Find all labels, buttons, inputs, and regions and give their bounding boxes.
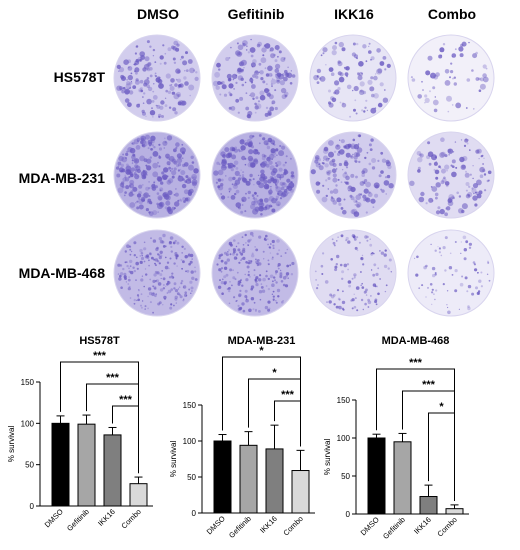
significance-bracket-mda-mb-231 <box>274 400 301 447</box>
y-tick-label-mda-mb-231: 150 <box>183 401 197 410</box>
bar-mda-mb-231-dmso <box>213 440 232 514</box>
significance-bracket-mda-mb-468 <box>376 368 455 501</box>
y-tick-label-hs578t: 0 <box>30 502 35 511</box>
y-tick-label-mda-mb-231: 100 <box>183 437 197 446</box>
colony-well-mda-mb-231-gefitinib <box>211 131 299 219</box>
x-tick-label-hs578t: Combo <box>119 507 142 530</box>
column-header-ikk16: IKK16 <box>334 6 374 22</box>
y-tick-label-mda-mb-231: 0 <box>192 509 197 518</box>
y-tick-label-mda-mb-468: 150 <box>337 396 351 405</box>
colony-well-mda-mb-468-ikk16 <box>309 229 397 317</box>
significance-bracket-hs578t <box>60 361 139 474</box>
y-tick-label-mda-mb-468: 100 <box>337 434 351 443</box>
significance-label-hs578t: *** <box>93 350 107 362</box>
significance-bracket-mda-mb-231 <box>222 356 301 447</box>
chart-title-mda-mb-231: MDA-MB-231 <box>228 335 296 347</box>
bar-mda-mb-468-dmso <box>367 437 386 515</box>
colony-well-hs578t-combo <box>407 34 495 122</box>
column-header-gefitinib: Gefitinib <box>227 6 285 22</box>
y-axis-label-mda-mb-231: % survival <box>169 441 178 478</box>
bar-mda-mb-231-combo <box>291 470 310 514</box>
column-header-dmso: DMSO <box>137 6 179 22</box>
significance-bracket-hs578t <box>112 405 139 474</box>
significance-label-mda-mb-468: *** <box>409 357 423 369</box>
row-label-mda-mb-468: MDA-MB-468 <box>18 265 105 281</box>
y-tick-label-mda-mb-231: 50 <box>187 473 196 482</box>
significance-label-mda-mb-231: *** <box>281 389 295 401</box>
y-tick-label-mda-mb-468: 50 <box>341 472 350 481</box>
x-tick-label-hs578t: DMSO <box>43 507 65 529</box>
colony-well-mda-mb-231-ikk16 <box>309 131 397 219</box>
x-tick-label-mda-mb-468: DMSO <box>359 515 381 537</box>
x-tick-label-mda-mb-231: IKK16 <box>258 514 279 535</box>
x-tick-label-mda-mb-231: Combo <box>281 514 304 537</box>
bar-mda-mb-468-gefitinib <box>393 441 412 515</box>
column-header-combo: Combo <box>427 6 477 22</box>
bar-hs578t-combo <box>129 483 148 507</box>
bar-hs578t-ikk16 <box>103 434 122 507</box>
significance-label-hs578t: *** <box>106 372 120 384</box>
bar-hs578t-gefitinib <box>77 423 96 507</box>
y-axis-label-hs578t: % survival <box>7 426 16 463</box>
row-label-mda-mb-231: MDA-MB-231 <box>18 170 105 186</box>
x-tick-label-hs578t: Gefitinib <box>65 507 91 533</box>
significance-label-mda-mb-468: *** <box>422 379 436 391</box>
colony-well-mda-mb-468-dmso <box>113 229 201 317</box>
x-tick-label-mda-mb-231: DMSO <box>205 514 227 536</box>
significance-bracket-mda-mb-468 <box>428 412 455 501</box>
chart-title-mda-mb-468: MDA-MB-468 <box>382 335 450 347</box>
x-tick-label-mda-mb-231: Gefitinib <box>227 514 253 540</box>
x-tick-label-mda-mb-468: IKK16 <box>412 515 433 536</box>
bar-mda-mb-468-ikk16 <box>419 496 438 515</box>
bar-mda-mb-231-ikk16 <box>265 448 284 514</box>
colony-well-mda-mb-231-dmso <box>113 131 201 219</box>
y-tick-label-hs578t: 50 <box>25 461 34 470</box>
x-tick-label-hs578t: IKK16 <box>96 507 117 528</box>
chart-title-hs578t: HS578T <box>79 335 120 347</box>
bar-hs578t-dmso <box>51 422 70 507</box>
significance-label-mda-mb-231: * <box>259 345 264 357</box>
colony-well-mda-mb-468-combo <box>407 229 495 317</box>
x-tick-label-mda-mb-468: Combo <box>435 515 458 538</box>
significance-label-mda-mb-231: * <box>272 367 277 379</box>
x-tick-label-mda-mb-468: Gefitinib <box>381 515 407 541</box>
y-tick-label-mda-mb-468: 0 <box>346 510 351 519</box>
y-axis-label-mda-mb-468: % survival <box>323 439 332 476</box>
significance-label-mda-mb-468: * <box>439 401 444 413</box>
y-tick-label-hs578t: 100 <box>21 419 35 428</box>
colony-well-mda-mb-468-gefitinib <box>211 229 299 317</box>
row-label-hs578t: HS578T <box>53 69 105 85</box>
significance-label-hs578t: *** <box>119 394 133 406</box>
y-tick-label-hs578t: 150 <box>21 378 35 387</box>
colony-well-mda-mb-231-combo <box>407 131 495 219</box>
colony-well-hs578t-gefitinib <box>211 34 299 122</box>
colony-well-hs578t-ikk16 <box>309 34 397 122</box>
colony-well-hs578t-dmso <box>113 34 201 122</box>
bar-mda-mb-231-gefitinib <box>239 444 258 514</box>
bar-mda-mb-468-combo <box>445 508 464 515</box>
